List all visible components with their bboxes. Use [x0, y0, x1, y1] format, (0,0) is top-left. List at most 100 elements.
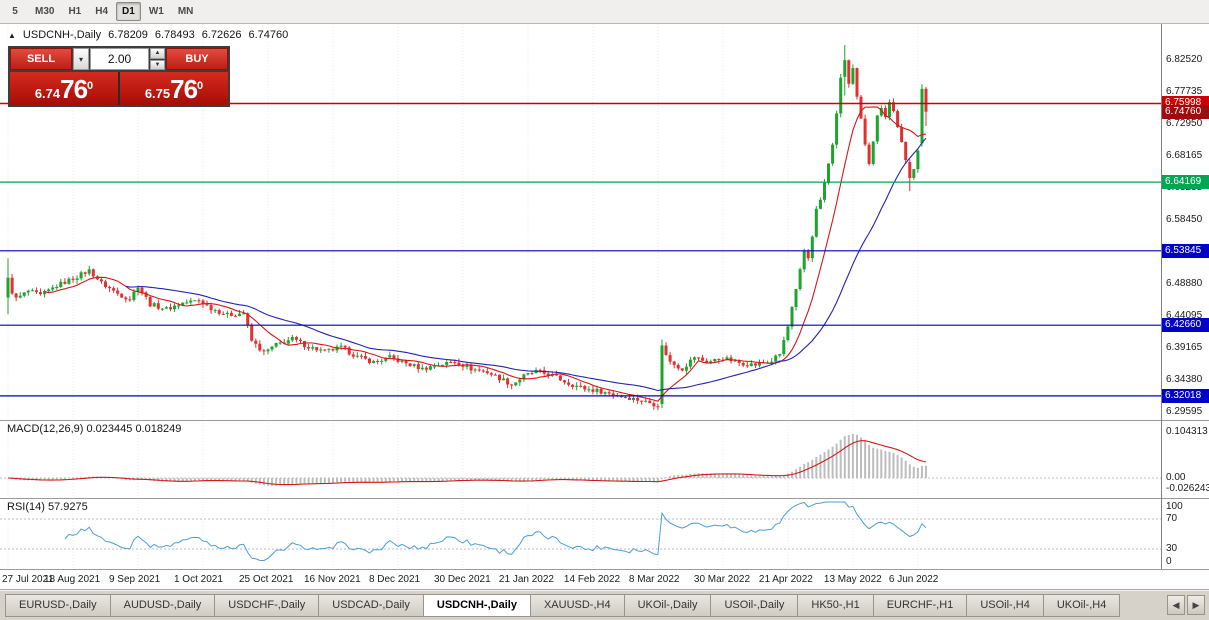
- date-axis[interactable]: 27 Jul 2021 18 Aug 2021 9 Sep 2021 1 Oct 20…: [0, 569, 1209, 589]
- timeframe-button-h4[interactable]: H4: [95, 6, 109, 17]
- symbol-tab-usdcad-daily[interactable]: USDCAD-,Daily: [318, 593, 423, 617]
- rsi-scale-label: 0: [1166, 556, 1172, 567]
- price-tag: 6.53845: [1162, 243, 1209, 258]
- chevron-down-icon: ▾: [78, 54, 83, 64]
- rsi-name: RSI(14): [7, 501, 45, 513]
- chart-title: ▲ USDCNH-,Daily 6.78209 6.78493 6.72626 …: [8, 29, 288, 41]
- symbol-tab-xauusd-h4[interactable]: XAUUSD-,H4: [529, 593, 624, 617]
- date-label: 6 Jun 2022: [888, 574, 939, 585]
- ohlc-high: 6.78493: [154, 29, 195, 41]
- price-tick: 6.82520: [1166, 54, 1203, 66]
- sell-price-main: 6.74: [34, 86, 61, 101]
- price-tick: 6.77735: [1166, 85, 1203, 97]
- macd-value-signal: 0.018249: [135, 423, 182, 435]
- rsi-value: 57.9275: [47, 501, 88, 513]
- date-label: 1 Oct 2021: [173, 574, 223, 585]
- sell-price-sup: 0: [87, 80, 94, 92]
- price-tick: 6.44095: [1166, 309, 1203, 321]
- buy-price-display[interactable]: 6.75 76 0: [120, 72, 228, 105]
- chart-canvas[interactable]: [0, 24, 1161, 569]
- panel-separator: [1162, 498, 1209, 499]
- ohlc-open: 6.78209: [108, 29, 148, 41]
- chart-symbol-period: USDCNH-,Daily: [22, 29, 102, 41]
- sell-price-display[interactable]: 6.74 76 0: [10, 72, 118, 105]
- price-tick: 6.72950: [1166, 117, 1203, 129]
- macd-label: MACD(12,26,9) 0.023445 0.018249: [7, 423, 181, 435]
- symbol-tab-usdchf-daily[interactable]: USDCHF-,Daily: [214, 593, 319, 617]
- symbol-tab-list: EURUSD-,Daily AUDUSD-,Daily USDCHF-,Daily U…: [5, 593, 1121, 617]
- date-label: 16 Nov 2021: [303, 574, 361, 585]
- symbol-tab-bar: EURUSD-,Daily AUDUSD-,Daily USDCHF-,Daily U…: [0, 589, 1209, 620]
- ohlc-low: 6.72626: [201, 29, 242, 41]
- date-label: 21 Apr 2022: [758, 574, 813, 585]
- sell-price-big: 76: [60, 74, 88, 104]
- tabs-scroll-right-button[interactable]: ▶: [1187, 595, 1205, 615]
- symbol-tab-usoil-daily[interactable]: USOil-,Daily: [710, 593, 798, 617]
- price-tick: 6.39165: [1166, 342, 1203, 354]
- date-label: 25 Oct 2021: [238, 574, 294, 585]
- chart-region: ▲ USDCNH-,Daily 6.78209 6.78493 6.72626 …: [0, 24, 1209, 569]
- rsi-scale-label: 100: [1166, 501, 1183, 512]
- symbol-tab-ukoil-h4[interactable]: UKOil-,H4: [1042, 593, 1121, 617]
- rsi-scale-label: 70: [1166, 513, 1178, 524]
- price-divider: [118, 72, 120, 105]
- rsi-line: [64, 501, 927, 562]
- ma-30-line: [125, 137, 927, 392]
- level-lines-layer: [0, 102, 1161, 397]
- date-label: 21 Jan 2022: [498, 574, 554, 585]
- volume-input[interactable]: [90, 48, 149, 70]
- macd-scale-label: -0.026243: [1166, 483, 1209, 494]
- chart-expand-icon[interactable]: ▲: [8, 30, 16, 40]
- symbol-tab-ukoil-daily[interactable]: UKOil-,Daily: [623, 593, 711, 617]
- rsi-scale-label: 30: [1166, 543, 1178, 554]
- date-label: 30 Dec 2021: [433, 574, 491, 585]
- rsi-label: RSI(14) 57.9275: [7, 501, 88, 513]
- date-label: 8 Mar 2022: [628, 574, 680, 585]
- volume-dropdown[interactable]: ▾: [73, 48, 89, 70]
- grid-layer: [7, 24, 919, 569]
- timeframe-button-d1[interactable]: D1: [116, 2, 141, 21]
- price-tick: 6.34380: [1166, 374, 1203, 386]
- buy-button[interactable]: BUY: [166, 48, 228, 70]
- date-label: 8 Dec 2021: [368, 574, 421, 585]
- symbol-tab-usdcnh-daily[interactable]: USDCNH-,Daily: [422, 593, 530, 617]
- ohlc-close: 6.74760: [248, 29, 289, 41]
- date-label: 13 May 2022: [823, 574, 882, 585]
- macd-signal-line: [7, 440, 927, 486]
- macd-scale-label: 0.00: [1166, 472, 1186, 483]
- symbol-tab-usoil-h4[interactable]: USOil-,H4: [966, 593, 1043, 617]
- price-tick: 6.58450: [1166, 214, 1203, 226]
- buy-price-sup: 0: [197, 80, 204, 92]
- volume-increase-button[interactable]: ▲: [150, 48, 165, 59]
- symbol-tab-eurchf-h1[interactable]: EURCHF-,H1: [872, 593, 967, 617]
- timeframe-button-5[interactable]: 5: [12, 6, 18, 17]
- macd-scale-label: 0.104313: [1166, 426, 1208, 437]
- date-label: 27 Jul 2021: [2, 574, 54, 585]
- timeframe-button-mn[interactable]: MN: [177, 6, 194, 17]
- date-label: 30 Mar 2022: [693, 574, 751, 585]
- panel-separator: [1162, 420, 1209, 421]
- price-tick: 6.29595: [1166, 406, 1203, 418]
- timeframe-button-h1[interactable]: H1: [68, 6, 82, 17]
- price-tag: 6.74760: [1162, 104, 1209, 119]
- macd-value-main: 0.023445: [86, 423, 133, 435]
- date-label: 14 Feb 2022: [563, 574, 621, 585]
- symbol-tab-audusd-daily[interactable]: AUDUSD-,Daily: [109, 593, 215, 617]
- macd-name: MACD(12,26,9): [7, 423, 84, 435]
- price-tick: 6.68165: [1166, 149, 1203, 161]
- symbol-tab-eurusd-daily[interactable]: EURUSD-,Daily: [5, 593, 110, 617]
- date-label: 9 Sep 2021: [108, 574, 161, 585]
- volume-decrease-button[interactable]: ▼: [150, 59, 165, 70]
- price-tag: 6.42660: [1162, 318, 1209, 333]
- price-scale[interactable]: 6.825206.777356.729506.681656.632356.584…: [1161, 24, 1209, 569]
- date-label: 18 Aug 2021: [43, 574, 101, 585]
- buy-price-big: 76: [170, 74, 198, 104]
- sell-button[interactable]: SELL: [10, 48, 72, 70]
- timeframe-button-m30[interactable]: M30: [35, 6, 55, 17]
- timeframe-bar: 5 M30 H1 H4 D1 W1 MN: [0, 0, 1209, 24]
- tabs-scroll-left-button[interactable]: ◀: [1167, 595, 1185, 615]
- symbol-tab-hk50-h1[interactable]: HK50-,H1: [797, 593, 873, 617]
- timeframe-button-w1[interactable]: W1: [148, 6, 164, 17]
